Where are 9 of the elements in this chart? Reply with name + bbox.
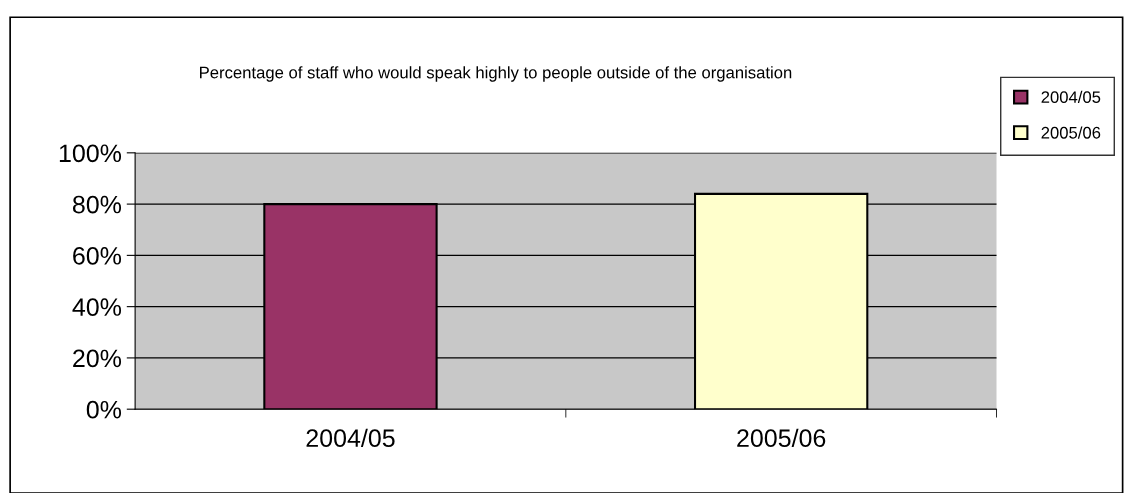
y-tick-label: 20% (73, 349, 122, 368)
y-tick-label: 60% (73, 246, 122, 265)
legend-label: 2005/06 (1041, 126, 1101, 139)
legend-label: 2004/05 (1041, 90, 1101, 104)
y-tick-label: 100% (59, 144, 122, 163)
y-tick-label: 0% (86, 400, 122, 419)
y-tick-label: 80% (72, 195, 122, 214)
y-tick-label: 40% (72, 298, 122, 316)
chart-title: Percentage of staff who would speak highly to people outside of the organisation (200, 66, 792, 82)
